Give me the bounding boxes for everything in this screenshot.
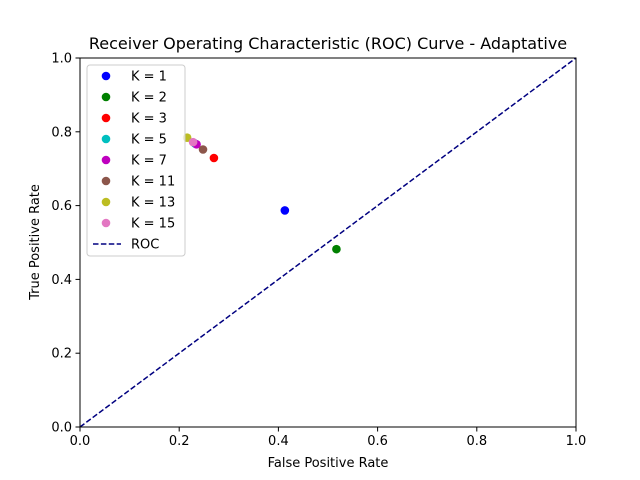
legend-label: K = 7 xyxy=(131,154,167,169)
point-k-3 xyxy=(209,153,219,163)
legend-marker xyxy=(101,218,111,228)
legend-label: ROC xyxy=(131,238,159,253)
legend-label: K = 11 xyxy=(131,175,175,190)
point-k-11 xyxy=(198,145,208,154)
legend-marker xyxy=(101,155,111,165)
plot-area: 0.0 0.2 0.4 0.6 0.8 1.0 0.0 0.2 0.4 0.6 0.8 1.0 xyxy=(51,52,586,450)
axes-frame xyxy=(79,57,577,428)
legend-marker xyxy=(101,71,111,81)
legend-marker xyxy=(101,197,111,207)
x-tick-label: 0.2 xyxy=(169,434,190,449)
legend: K = 1 K = 2 K = 3 K = 5 K = 7 K = 11 K = 13 K =… xyxy=(86,64,186,257)
legend-label: K = 2 xyxy=(131,91,167,106)
legend-label: K = 5 xyxy=(131,133,167,148)
x-axis-label: False Positive Rate xyxy=(268,456,389,471)
legend-marker xyxy=(101,134,111,144)
x-tick-label: 0.4 xyxy=(268,434,289,449)
x-tick-label: 0.6 xyxy=(367,434,388,449)
x-tick-label: 0.0 xyxy=(70,434,91,449)
legend-label: K = 13 xyxy=(131,196,175,211)
y-tick-label: 0.4 xyxy=(51,273,72,288)
legend-marker xyxy=(101,176,111,186)
point-k-2 xyxy=(332,244,341,254)
legend-label: K = 15 xyxy=(131,217,175,232)
x-tick-label: 0.8 xyxy=(466,434,487,449)
chart-title: Receiver Operating Characteristic (ROC) … xyxy=(89,34,567,53)
point-k-15 xyxy=(188,137,198,147)
legend-marker xyxy=(101,113,111,123)
legend-label: K = 3 xyxy=(131,112,167,127)
roc-reference-line xyxy=(79,57,577,428)
x-tick-label: 1.0 xyxy=(566,434,587,449)
point-k-1 xyxy=(280,206,290,215)
y-tick-label: 0.0 xyxy=(51,421,72,436)
legend-box xyxy=(86,64,186,257)
y-tick-label: 0.2 xyxy=(51,347,72,362)
y-axis-label: True Positive Rate xyxy=(28,184,43,301)
y-tick-label: 0.8 xyxy=(51,125,72,140)
legend-marker xyxy=(101,92,111,102)
y-tick-label: 1.0 xyxy=(51,52,72,67)
y-tick-label: 0.6 xyxy=(51,199,72,214)
legend-label: K = 1 xyxy=(131,70,167,85)
